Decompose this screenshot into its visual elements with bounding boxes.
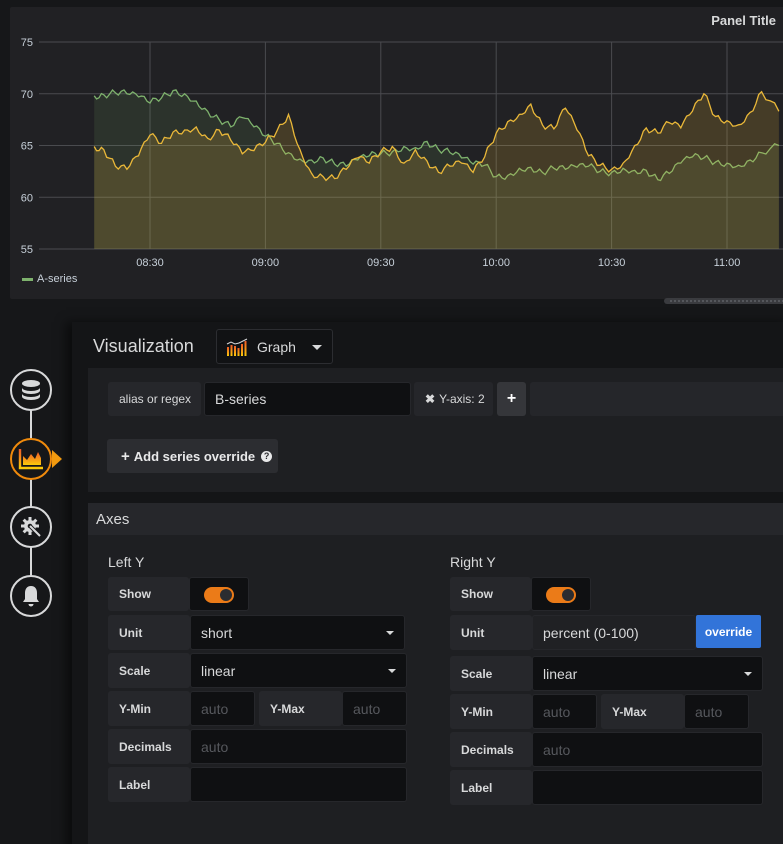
gear-wrench-icon xyxy=(21,517,42,538)
override-chip-y-axis[interactable]: ✖ Y-axis: 2 xyxy=(414,382,493,416)
x-tick-label: 09:30 xyxy=(367,257,395,269)
chevron-down-icon xyxy=(312,345,322,350)
remove-icon[interactable]: ✖ xyxy=(425,392,436,406)
x-tick-label: 10:30 xyxy=(598,257,626,269)
add-override-property-button[interactable]: + xyxy=(497,382,526,416)
alias-or-regex-label: alias or regex xyxy=(108,382,201,416)
database-icon xyxy=(22,380,40,400)
override-chip-label: Y-axis: 2 xyxy=(439,392,485,406)
y-tick-label: 75 xyxy=(21,37,33,49)
y-tick-label: 60 xyxy=(21,192,33,204)
left-y-scale-value: linear xyxy=(201,662,236,679)
x-tick-label: 10:00 xyxy=(482,257,510,269)
right-y-min-input[interactable]: auto xyxy=(532,694,597,729)
alias-input[interactable]: B-series xyxy=(204,382,411,416)
right-y-max-input[interactable]: auto xyxy=(684,694,749,729)
left-y-label-label: Label xyxy=(108,767,190,802)
legend-item-a-series[interactable]: A-series xyxy=(37,273,78,285)
visualization-heading: Visualization xyxy=(93,336,194,356)
panel-title[interactable]: Panel Title xyxy=(711,13,776,28)
plus-icon: + xyxy=(506,390,517,407)
y-tick-label: 65 xyxy=(21,141,33,153)
legend-swatch-a-series xyxy=(22,277,33,281)
right-y-unit-value: percent (0-100) xyxy=(543,624,639,641)
right-y-label-input[interactable] xyxy=(532,770,763,805)
left-y-label-input[interactable] xyxy=(190,767,407,802)
add-series-override-label: Add series override xyxy=(133,448,256,464)
x-tick-label: 11:00 xyxy=(714,257,741,269)
left-y-unit-label: Unit xyxy=(108,615,190,650)
left-y-min-label: Y-Min xyxy=(108,691,190,726)
axes-section-header[interactable]: Axes xyxy=(88,503,783,535)
bell-icon xyxy=(23,586,39,607)
right-y-unit-label: Unit xyxy=(450,615,532,650)
right-y-decimals-input[interactable]: auto xyxy=(532,732,763,767)
help-icon[interactable]: ? xyxy=(261,450,273,462)
left-y-max-input[interactable]: auto xyxy=(342,691,407,726)
chevron-down-icon xyxy=(386,630,394,635)
left-y-scale-select[interactable]: linear xyxy=(190,653,407,688)
right-y-title: Right Y xyxy=(450,554,496,570)
step-alert[interactable] xyxy=(10,575,52,617)
right-y-max-label: Y-Max xyxy=(601,694,684,729)
right-y-min-label: Y-Min xyxy=(450,694,532,729)
left-y-title: Left Y xyxy=(108,554,145,570)
right-y-scale-value: linear xyxy=(543,665,578,682)
series-area-b-series xyxy=(94,91,779,249)
toggle-on[interactable] xyxy=(204,587,234,603)
plus-icon: + xyxy=(121,447,130,465)
left-y-max-label: Y-Max xyxy=(259,691,342,726)
toggle-on[interactable] xyxy=(546,587,576,603)
right-y-show-label: Show xyxy=(450,577,531,611)
y-tick-label: 70 xyxy=(21,89,33,101)
unit-override-button[interactable]: override xyxy=(696,615,761,648)
chevron-down-icon xyxy=(388,668,396,673)
step-queries[interactable] xyxy=(10,369,52,411)
visualization-picker-value: Graph xyxy=(257,338,296,355)
right-y-show-switch[interactable] xyxy=(531,577,591,611)
left-y-decimals-input[interactable]: auto xyxy=(190,729,407,764)
right-y-label-label: Label xyxy=(450,770,532,805)
legend: A-series xyxy=(22,273,77,285)
horizontal-scrollbar[interactable] xyxy=(664,298,783,304)
x-tick-label: 09:00 xyxy=(252,257,280,269)
graph-viz-icon xyxy=(226,338,248,356)
x-tick-label: 08:30 xyxy=(136,257,164,269)
override-row-filler xyxy=(530,382,783,416)
right-y-decimals-label: Decimals xyxy=(450,732,532,767)
left-y-decimals-label: Decimals xyxy=(108,729,190,764)
left-y-min-input[interactable]: auto xyxy=(190,691,255,726)
left-y-unit-value: short xyxy=(201,624,233,641)
right-y-unit-select[interactable]: percent (0-100) xyxy=(532,615,696,650)
y-tick-label: 55 xyxy=(21,244,33,256)
graph-plot[interactable]: 55 60 65 70 75 08:30 09:00 09:30 10:00 10:30 11:00 xyxy=(0,0,783,300)
step-general[interactable] xyxy=(10,506,52,548)
left-y-scale-label: Scale xyxy=(108,653,190,688)
right-y-scale-select[interactable]: linear xyxy=(532,656,763,691)
series-line-a-series[interactable] xyxy=(93,89,780,182)
add-series-override-button[interactable]: + Add series override ? xyxy=(107,439,278,473)
visualization-picker[interactable]: Graph xyxy=(216,329,333,364)
series-line-b-series[interactable] xyxy=(93,90,780,182)
step-visualization[interactable] xyxy=(10,438,52,480)
right-y-scale-label: Scale xyxy=(450,656,532,691)
left-y-unit-select[interactable]: short xyxy=(190,615,405,650)
step-rail xyxy=(30,392,32,602)
left-y-show-label: Show xyxy=(108,577,189,611)
chevron-down-icon xyxy=(744,671,752,676)
chart-area-icon xyxy=(18,449,43,470)
active-step-pointer xyxy=(52,450,62,468)
left-y-show-switch[interactable] xyxy=(189,577,249,611)
